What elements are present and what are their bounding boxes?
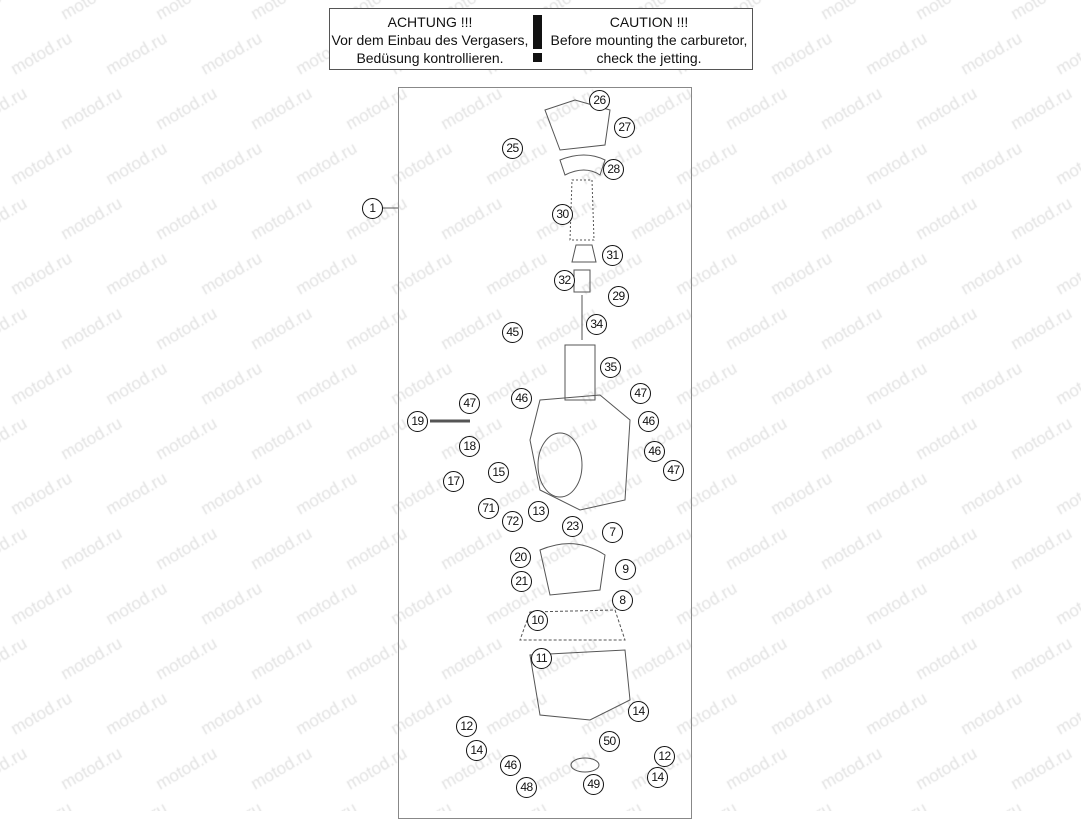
spring-part: [569, 179, 595, 241]
drain-plug-part: [570, 757, 600, 773]
caution-english: CAUTION !!! Before mounting the carburet…: [546, 13, 752, 67]
german-title: ACHTUNG !!!: [387, 14, 473, 30]
part-callout: 50: [599, 731, 620, 752]
part-callout: 49: [583, 774, 604, 795]
part-callout: 45: [502, 322, 523, 343]
float-bowl-part: [529, 649, 631, 721]
slide-part: [564, 344, 596, 401]
part-callout: 14: [647, 767, 668, 788]
part-callout: 27: [614, 117, 635, 138]
part-callout: 46: [500, 755, 521, 776]
part-callout: 32: [554, 270, 575, 291]
part-callout: 12: [456, 716, 477, 737]
part-callout: 12: [654, 746, 675, 767]
part-callout: 21: [511, 571, 532, 592]
part-callout: 9: [615, 559, 636, 580]
english-line-2: check the jetting.: [596, 50, 702, 66]
exclamation-icon: [533, 15, 542, 49]
german-line-2: Bedüsung kontrollieren.: [356, 50, 504, 66]
part-callout: 26: [589, 90, 610, 111]
part-callout: 10: [527, 610, 548, 631]
needle-clip-part: [573, 269, 591, 293]
part-callout: 18: [459, 436, 480, 457]
float-part: [539, 543, 606, 596]
part-callout: 28: [603, 159, 624, 180]
english-title: CAUTION !!!: [609, 14, 689, 30]
body-part: [529, 394, 631, 511]
part-callout: 8: [612, 590, 633, 611]
part-callout: 1: [362, 198, 383, 219]
part-callout: 47: [459, 393, 480, 414]
part-callout: 15: [488, 462, 509, 483]
caution-box: ACHTUNG !!! Vor dem Einbau des Vergasers…: [329, 8, 753, 70]
cap-part: [544, 99, 611, 151]
part-callout: 31: [602, 245, 623, 266]
part-callout: 20: [510, 547, 531, 568]
part-callout: 46: [638, 411, 659, 432]
german-line-1: Vor dem Einbau des Vergasers,: [331, 32, 529, 48]
part-callout: 47: [663, 460, 684, 481]
part-callout: 48: [516, 777, 537, 798]
part-callout: 30: [552, 204, 573, 225]
part-callout: 72: [502, 511, 523, 532]
part-callout: 25: [502, 138, 523, 159]
part-callout: 71: [478, 498, 499, 519]
gasket-bowl-part: [519, 609, 626, 641]
part-callout: 13: [528, 501, 549, 522]
part-callout: 47: [630, 383, 651, 404]
part-callout: 34: [586, 314, 607, 335]
retainer-part: [571, 244, 597, 263]
part-callout: 17: [443, 471, 464, 492]
part-callout: 14: [628, 701, 649, 722]
exclamation-dot-icon: [533, 53, 542, 62]
part-callout: 23: [562, 516, 583, 537]
bore-part: [537, 432, 583, 498]
gasket-part: [559, 154, 606, 176]
english-line-1: Before mounting the carburetor,: [550, 32, 748, 48]
part-callout: 29: [608, 286, 629, 307]
part-callout: 46: [511, 388, 532, 409]
part-callout: 35: [600, 357, 621, 378]
caution-german: ACHTUNG !!! Vor dem Einbau des Vergasers…: [330, 13, 530, 67]
part-callout: 11: [531, 648, 552, 669]
part-callout: 14: [466, 740, 487, 761]
part-callout: 46: [644, 441, 665, 462]
part-callout: 19: [407, 411, 428, 432]
part-callout: 7: [602, 522, 623, 543]
